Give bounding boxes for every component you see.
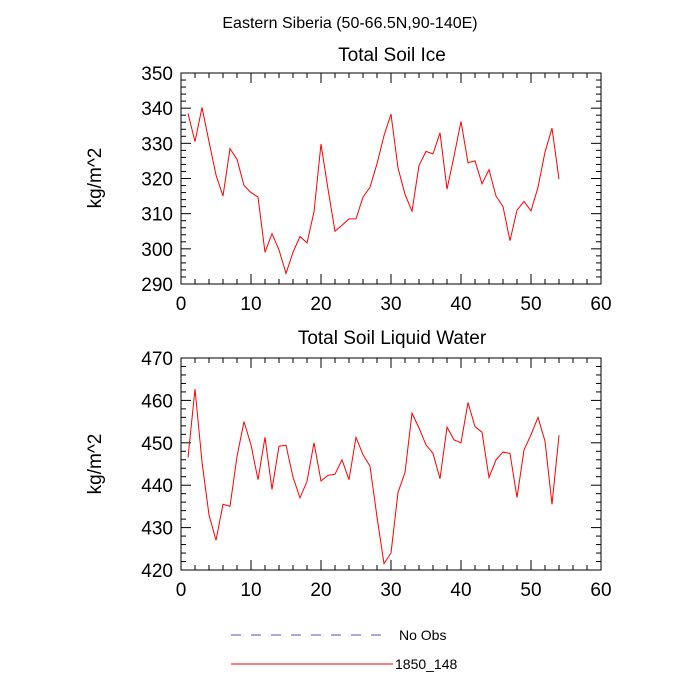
series-line-soil-liquid-1850_148 xyxy=(187,388,560,565)
figure-main-title: Eastern Siberia (50-66.5N,90-140E) xyxy=(222,15,477,32)
x-tick-label-soil-ice: 10 xyxy=(240,294,261,315)
legend: No Obs 1850_148 xyxy=(231,627,458,672)
y-tick-label-soil-ice: 290 xyxy=(141,275,173,296)
x-tick-label-soil-ice: 30 xyxy=(380,294,401,315)
y-tick-label-soil-liquid: 450 xyxy=(141,434,173,455)
x-tick-label-soil-liquid: 30 xyxy=(380,580,401,601)
y-tick-label-soil-liquid: 460 xyxy=(141,391,173,412)
x-tick-label-soil-liquid: 10 xyxy=(240,580,261,601)
x-tick-label-soil-liquid: 40 xyxy=(450,580,471,601)
series-line-soil-ice-1850_148 xyxy=(187,107,560,276)
legend-label-1850_148: 1850_148 xyxy=(395,656,458,672)
y-axis-label-soil-liquid: kg/m^2 xyxy=(85,434,106,495)
chart-panel-total-soil-ice: Total Soil Ice kg/m^2 0 10 20 30 40 50 60 290 30… xyxy=(85,45,612,315)
y-tick-label-soil-ice: 350 xyxy=(141,64,173,85)
x-tick-label-soil-liquid: 60 xyxy=(590,580,611,601)
axis-ticks-soil-ice: 0 10 20 30 40 50 60 290 300 310 320 330 340 350 xyxy=(141,64,611,315)
x-tick-label-soil-liquid: 0 xyxy=(176,580,187,601)
legend-label-no-obs: No Obs xyxy=(399,627,446,643)
y-tick-label-soil-liquid: 470 xyxy=(141,349,173,370)
y-axis-label-soil-ice: kg/m^2 xyxy=(85,148,106,209)
x-tick-label-soil-ice: 0 xyxy=(176,294,187,315)
axis-ticks-soil-liquid: 0 10 20 30 40 50 60 420 430 440 450 460 470 xyxy=(141,349,611,601)
x-tick-label-soil-liquid: 50 xyxy=(520,580,541,601)
x-tick-label-soil-ice: 20 xyxy=(310,294,331,315)
chart-title-soil-liquid: Total Soil Liquid Water xyxy=(298,328,487,349)
x-tick-label-soil-ice: 40 xyxy=(450,294,471,315)
y-tick-label-soil-ice: 330 xyxy=(141,134,173,155)
chart-title-soil-ice: Total Soil Ice xyxy=(338,45,446,66)
y-tick-label-soil-liquid: 420 xyxy=(141,561,173,582)
x-tick-label-soil-ice: 60 xyxy=(590,294,611,315)
x-tick-label-soil-ice: 50 xyxy=(520,294,541,315)
y-tick-label-soil-ice: 340 xyxy=(141,99,173,120)
y-tick-label-soil-ice: 320 xyxy=(141,170,173,191)
y-tick-label-soil-liquid: 430 xyxy=(141,519,173,540)
plot-frame-soil-ice xyxy=(180,72,602,285)
plot-frame-soil-liquid xyxy=(180,357,602,571)
y-tick-label-soil-ice: 310 xyxy=(141,205,173,226)
chart-panel-total-soil-liquid-water: Total Soil Liquid Water kg/m^2 0 10 20 30 40… xyxy=(85,328,612,601)
x-tick-label-soil-liquid: 20 xyxy=(310,580,331,601)
y-tick-label-soil-ice: 300 xyxy=(141,240,173,261)
y-tick-label-soil-liquid: 440 xyxy=(141,476,173,497)
